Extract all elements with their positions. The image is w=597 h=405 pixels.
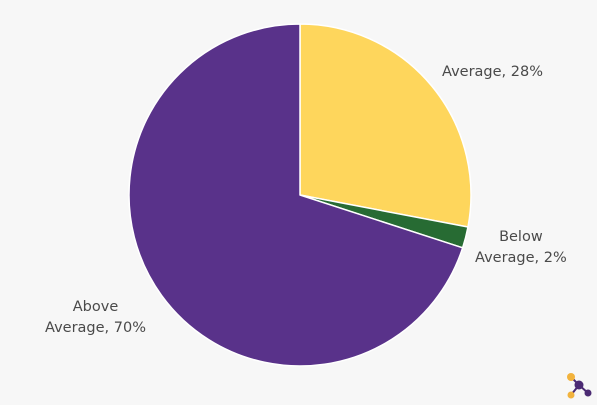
- pie-slice-2: [128, 23, 464, 367]
- slice-label-average: Average, 28%: [442, 64, 543, 80]
- pie-slice-0: [299, 23, 472, 228]
- slice-label-above-average: Above Average, 70%: [45, 299, 146, 336]
- network-nodes-icon: [567, 373, 592, 399]
- slice-label-below-average: Below Average, 2%: [475, 229, 567, 266]
